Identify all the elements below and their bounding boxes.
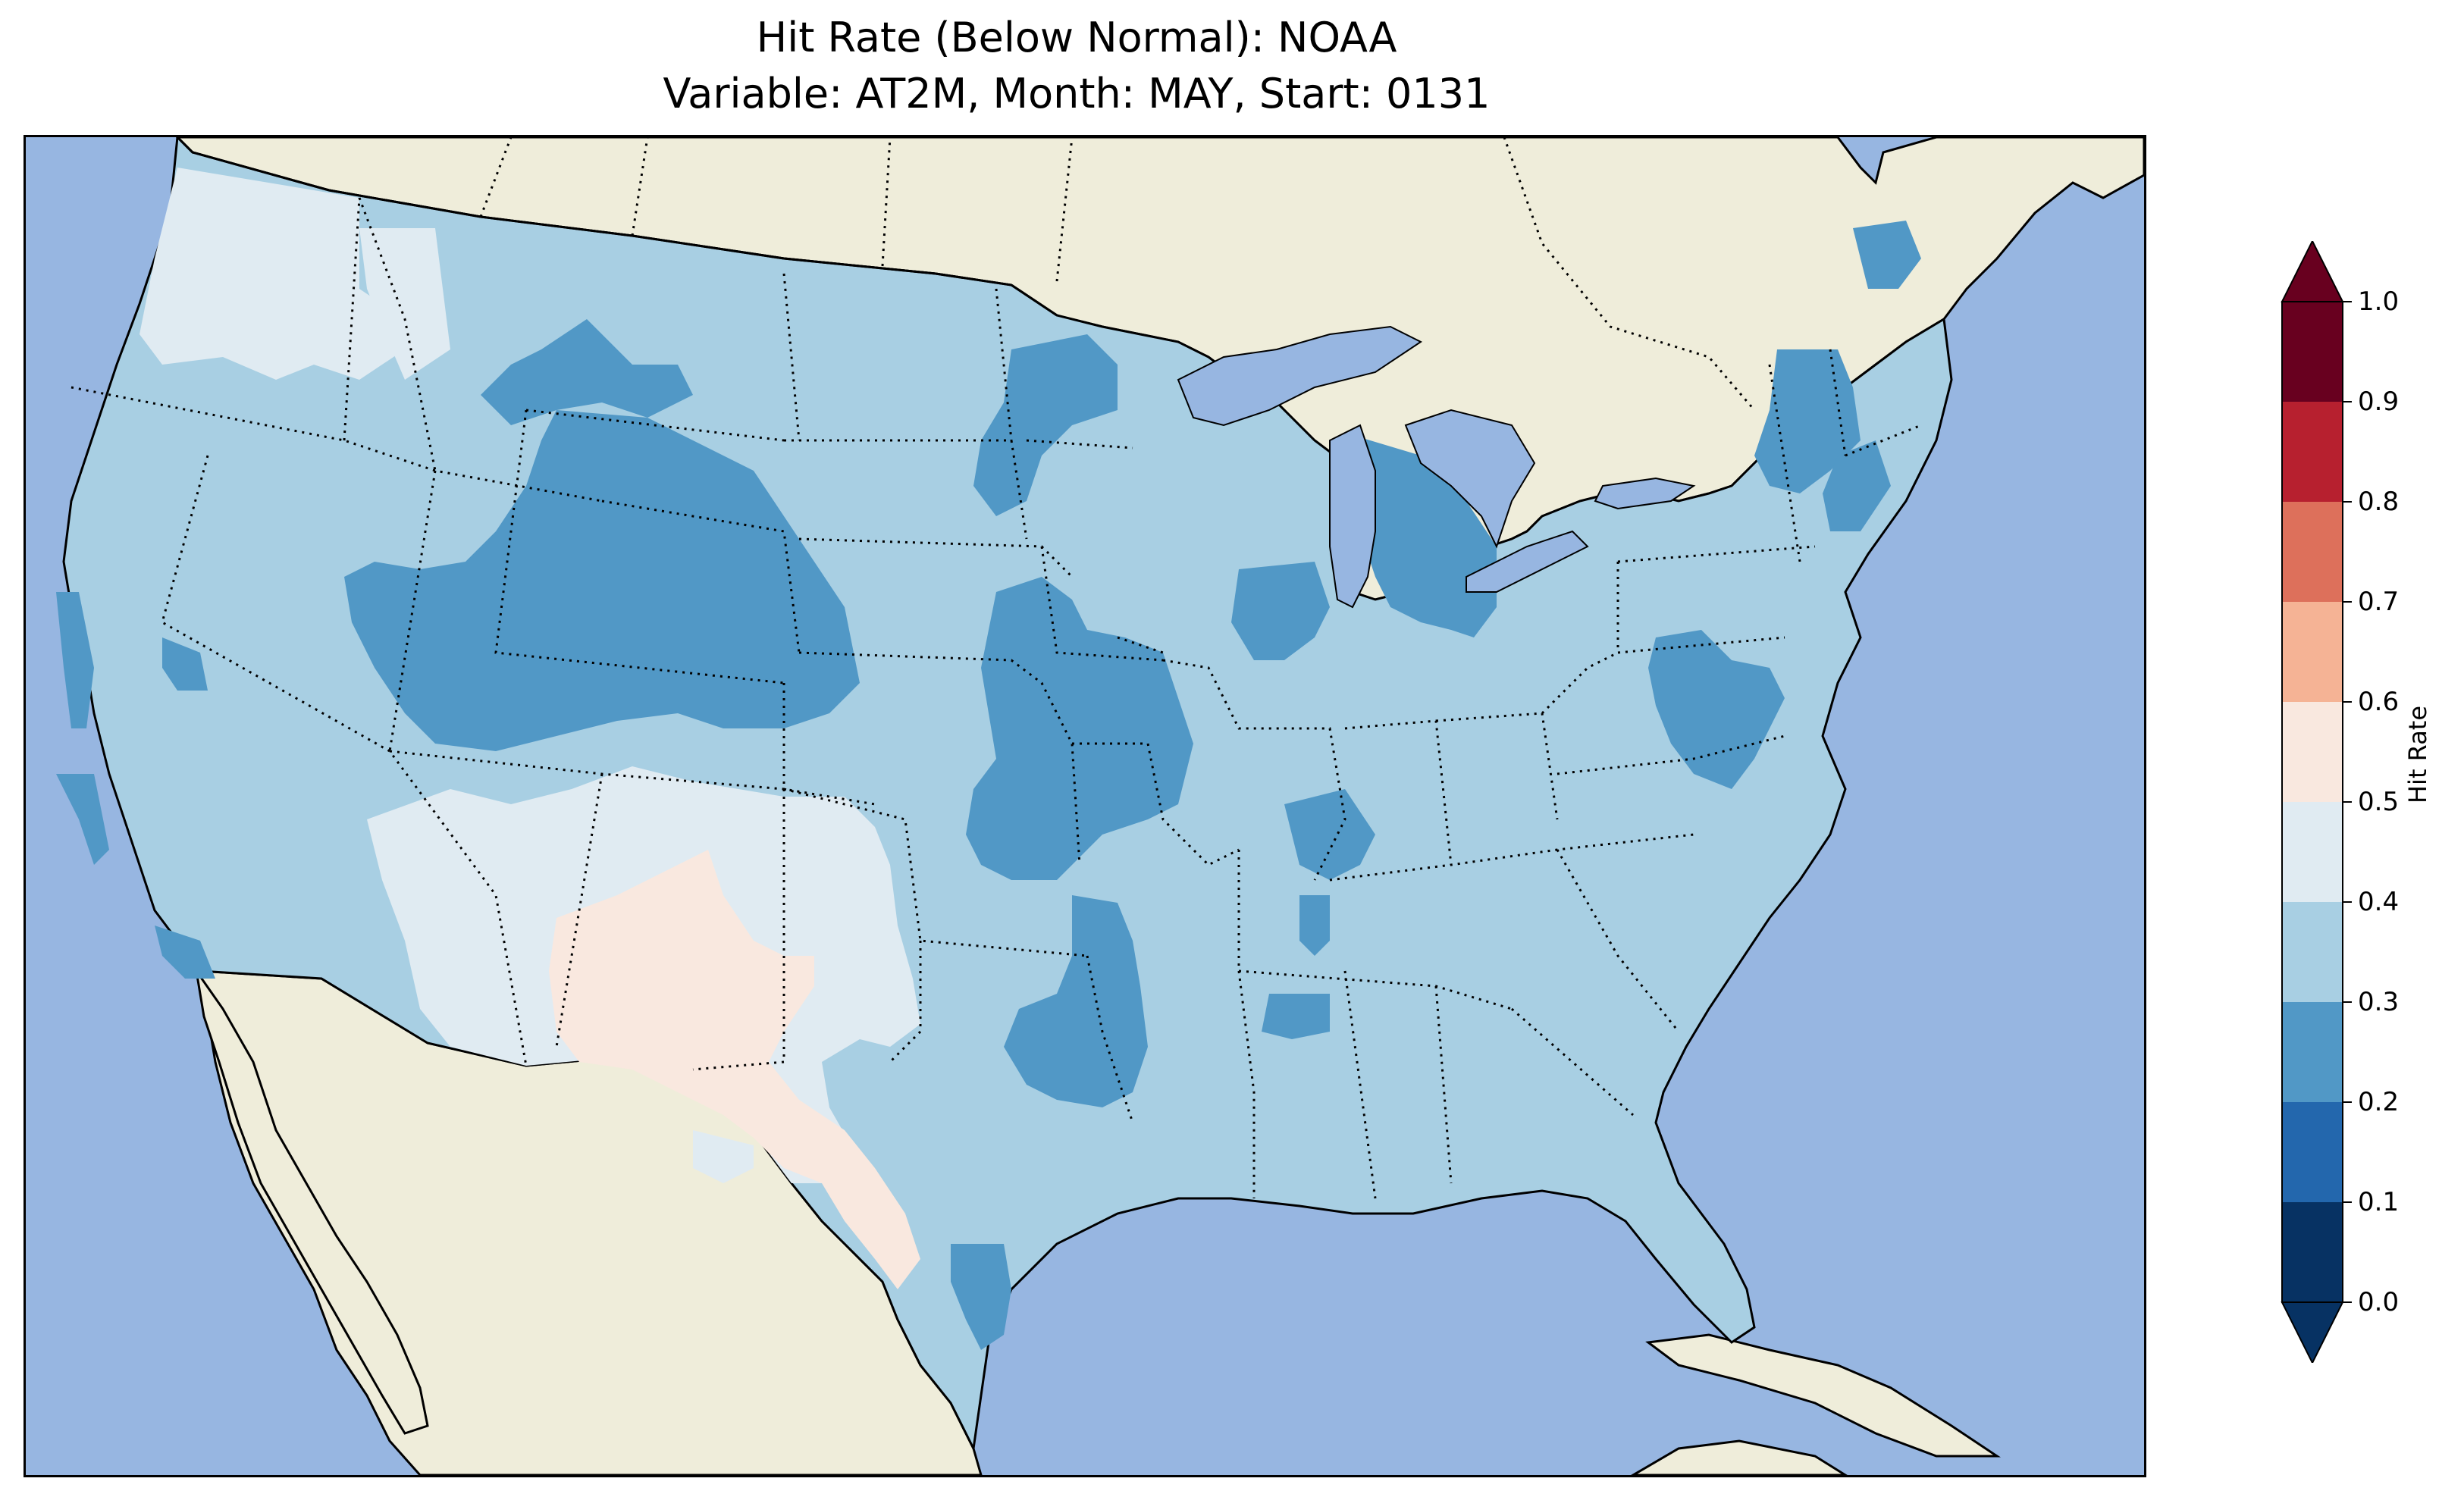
colorbar-bin-0.1-0.2: [2282, 1102, 2343, 1202]
colorbar-tick-mark: [2343, 801, 2352, 803]
lake-erie: [1466, 530, 1589, 593]
colorbar-tick-label: 0.8: [2358, 487, 2400, 517]
lake-huron: [1404, 409, 1536, 549]
lake-michigan: [1329, 424, 1376, 609]
colorbar-tick-label: 1.0: [2358, 287, 2400, 317]
colorbar-tick-mark: [2343, 1001, 2352, 1003]
colorbar-tick-label: 0.0: [2358, 1287, 2400, 1317]
map-panel: [24, 135, 2146, 1477]
region-bin-0.2-0.3: [56, 221, 1921, 1350]
colorbar-tick-mark: [2343, 1101, 2352, 1103]
colorbar-tick-label: 0.2: [2358, 1087, 2400, 1117]
chart-subtitle: Variable: AT2M, Month: MAY, Start: 0131: [663, 70, 1491, 117]
colorbar-bin-0.3-0.4: [2282, 902, 2343, 1002]
colorbar-tick-mark: [2343, 901, 2352, 903]
colorbar-bin-0.2-0.3: [2282, 1002, 2343, 1102]
colorbar-label: Hit Rate: [2403, 705, 2432, 803]
colorbar-tick-mark: [2343, 1201, 2352, 1203]
colorbar-extend-bottom: [2281, 1301, 2344, 1363]
colorbar-extend-top: [2281, 241, 2344, 302]
colorbar-bin-0.9-1: [2282, 302, 2343, 402]
lake-superior: [1177, 325, 1422, 427]
colorbar-tick-label: 0.9: [2358, 387, 2400, 417]
colorbar-tick-mark: [2343, 301, 2352, 302]
region-bin-0.5-0.6: [549, 850, 920, 1289]
chart-title: Hit Rate (Below Normal): NOAA: [756, 14, 1397, 61]
colorbar-bin-0-0.1: [2282, 1202, 2343, 1302]
colorbar: [2281, 241, 2344, 1363]
colorbar-bin-0.5-0.6: [2282, 702, 2343, 802]
cuba-land: [1645, 1333, 2001, 1458]
colorbar-tick-mark: [2343, 501, 2352, 503]
colorbar-tick-mark: [2343, 401, 2352, 402]
colorbar-tick-mark: [2343, 601, 2352, 603]
map-svg: [26, 137, 2144, 1475]
colorbar-tick-mark: [2343, 1301, 2352, 1303]
great-lakes: [1177, 325, 1696, 609]
state-borders: [71, 197, 1922, 1199]
colorbar-bin-0.7-0.8: [2282, 502, 2343, 602]
colorbar-tick-mark: [2343, 701, 2352, 703]
lake-ontario: [1594, 477, 1696, 510]
baja-land: [195, 970, 429, 1435]
canada-province-borders: [479, 137, 1756, 411]
colorbar-bin-0.6-0.7: [2282, 602, 2343, 702]
colorbar-tick-label: 0.7: [2358, 587, 2400, 617]
colorbar-tick-label: 0.5: [2358, 787, 2400, 817]
colorbar-bin-0.8-0.9: [2282, 402, 2343, 502]
colorbar-tick-label: 0.6: [2358, 687, 2400, 717]
colorbar-bin-0.4-0.5: [2282, 802, 2343, 902]
yucatan-land: [1631, 1439, 1848, 1475]
colorbar-tick-label: 0.3: [2358, 987, 2400, 1017]
colorbar-tick-label: 0.1: [2358, 1187, 2400, 1217]
colorbar-tick-label: 0.4: [2358, 887, 2400, 917]
